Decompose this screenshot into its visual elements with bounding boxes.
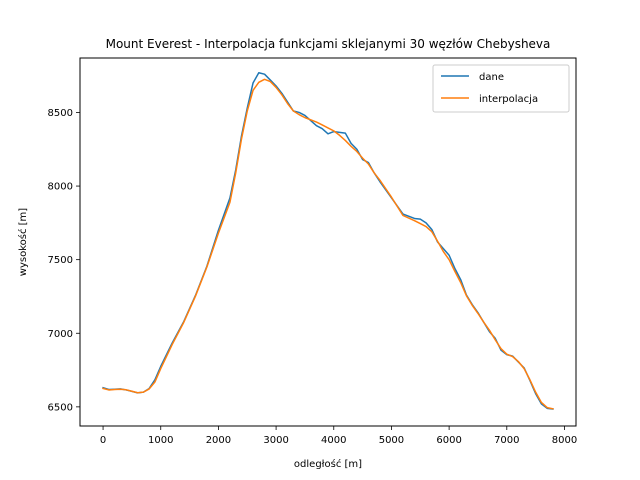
plot-area [79,57,577,427]
y-tick-label: 6500 [48,402,73,413]
chart-title: Mount Everest - Interpolacja funkcjami s… [106,37,551,51]
x-tick-label: 5000 [379,435,404,446]
y-tick-label: 8500 [48,108,73,119]
legend: dane interpolacja [432,64,570,113]
x-tick-label: 1000 [148,435,173,446]
x-tick-label: 3000 [263,435,288,446]
x-tick-label: 4000 [321,435,346,446]
x-tick-label: 7000 [494,435,519,446]
series-layer [102,71,554,410]
y-tick-label: 7500 [48,255,73,266]
legend-label-interpolacja: interpolacja [479,94,538,105]
x-tick-label: 0 [100,435,106,446]
x-tick-label: 6000 [436,435,461,446]
x-axis-label: odległość [m] [294,458,362,470]
legend-label-dane: dane [479,72,504,83]
y-axis-ticks: 6500 7000 7500 8000 8500 [48,108,80,413]
x-tick-label: 2000 [206,435,231,446]
series-line-interpolacja [102,78,554,410]
x-axis-ticks: 0 1000 2000 3000 4000 5000 6000 7000 8000 [100,426,577,446]
axes-frame [79,57,577,427]
x-tick-label: 8000 [552,435,577,446]
y-tick-label: 8000 [48,182,73,193]
y-tick-label: 7000 [48,329,73,340]
y-axis-label: wysokość [m] [17,208,29,277]
